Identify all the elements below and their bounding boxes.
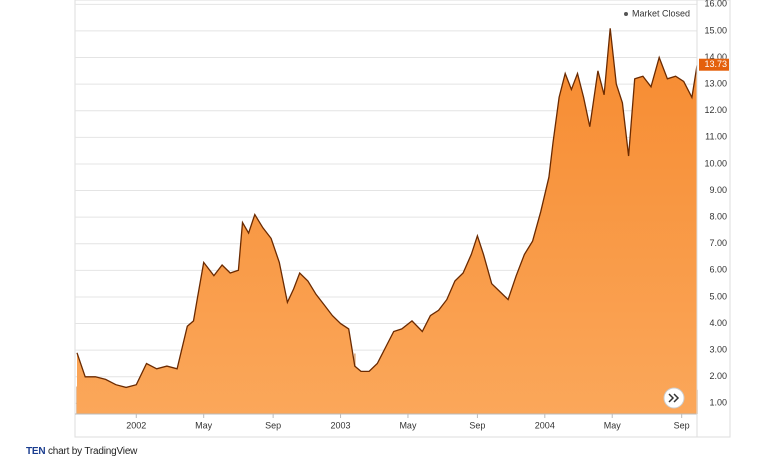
x-tick-label: 2003: [331, 420, 351, 430]
x-tick-label: Sep: [265, 420, 281, 430]
y-tick-label: 12.00: [704, 105, 727, 115]
chart: Market Closed 1.00 2.00 3.00 4.00 5.00 6.00 7.…: [74, 0, 731, 438]
last-price-box: [699, 58, 729, 71]
x-tick-label: May: [604, 420, 622, 430]
y-tick-label: 1.00: [709, 398, 727, 408]
footer-text: chart by TradingView: [48, 446, 138, 457]
scroll-button[interactable]: [663, 387, 685, 409]
x-tick-label: May: [195, 420, 213, 430]
y-tick-label: 8.00: [709, 212, 727, 222]
y-tick-label: 6.00: [709, 265, 727, 275]
y-tick-label: 16.00: [704, 0, 727, 9]
status-dot: [624, 12, 628, 16]
y-tick-label: 10.00: [704, 158, 727, 168]
area: [77, 28, 697, 415]
symbol-link[interactable]: TEN: [26, 446, 46, 457]
x-tick-label: Sep: [674, 420, 690, 430]
x-tick-label: 2002: [126, 420, 146, 430]
price-line: [76, 28, 698, 389]
y-tick-label: 7.00: [709, 238, 727, 248]
y-tick-label: 13.00: [704, 79, 727, 89]
y-tick-label: 3.00: [709, 345, 727, 355]
y-tick-label: 2.00: [709, 371, 727, 381]
footer: TEN chart by TradingView: [26, 446, 137, 457]
status: Market Closed: [632, 8, 690, 18]
x-tick-label: 2004: [535, 420, 555, 430]
y-tick-label: 9.00: [709, 185, 727, 195]
x-tick-label: Sep: [469, 420, 485, 430]
y-tick-label: 4.00: [709, 318, 727, 328]
last-price-label: 13.73: [704, 59, 727, 69]
y-tick-label: 15.00: [704, 25, 727, 35]
x-tick-label: May: [399, 420, 417, 430]
y-tick-label: 14.00: [704, 52, 727, 62]
y-tick-label: 11.00: [705, 132, 727, 142]
y-tick-label: 5.00: [709, 291, 727, 301]
